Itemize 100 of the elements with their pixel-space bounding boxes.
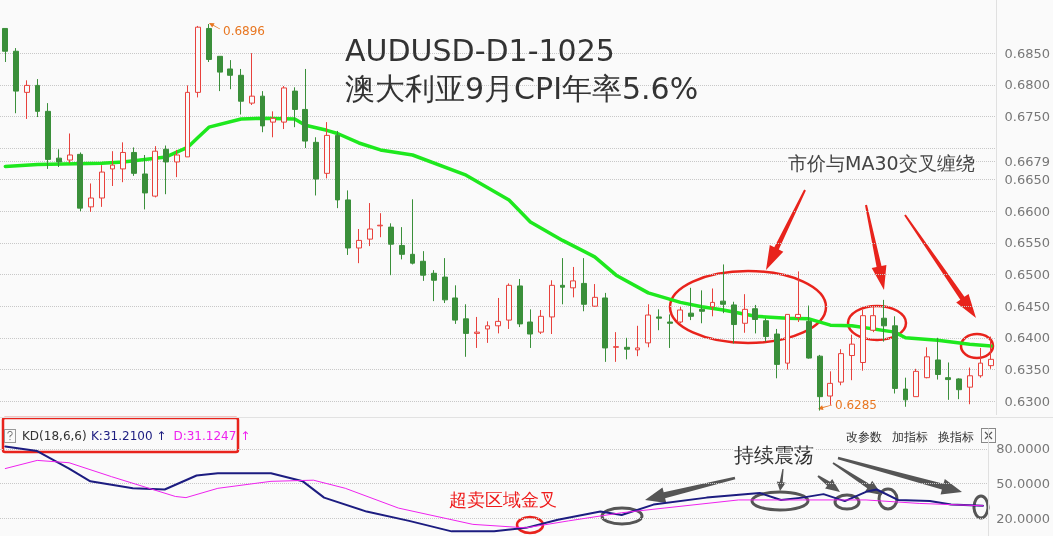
text: K:31.2100 ↑ [91,429,167,443]
candlestick [174,149,180,178]
candlestick [313,136,319,196]
y-tick-label: 0.6500 [1004,267,1051,283]
candlestick [442,257,448,304]
candlestick [774,328,780,379]
candlestick [485,320,490,344]
legend-title: KD(18,6,6) [22,429,87,443]
candlestick [752,304,758,334]
candlestick [120,141,126,183]
y-tick-label: 0.6350 [1004,361,1051,377]
y-tick-label: 0.6550 [1004,235,1051,251]
candlestick [292,86,298,128]
candlestick [67,132,73,164]
candlestick [656,308,662,331]
candlestick [185,84,190,158]
candlestick [956,377,962,400]
candlestick [935,337,941,381]
candlestick [131,146,137,177]
candlestick [495,297,501,334]
y-tick-label: 0.6300 [1004,393,1051,409]
candlestick [592,283,598,308]
y-tick-label: 0.6750 [1004,108,1051,124]
candlestick [677,306,683,324]
candlestick [506,282,512,330]
candlestick [731,301,737,345]
candlestick [945,361,951,401]
candlestick [399,226,405,260]
candlestick [570,266,576,298]
y-tick-label: 20.0000 [996,511,1051,527]
candlestick [377,212,383,238]
candlestick [742,293,748,334]
candlestick [699,289,705,324]
candlestick [324,121,330,179]
candlestick [549,279,555,335]
candlestick [163,145,169,195]
candlestick [249,52,255,106]
y-tick-label: 0.6600 [1004,203,1051,219]
candlestick [978,347,983,379]
candlestick [142,154,148,210]
candlestick [560,257,565,305]
candlestick [77,151,83,212]
candlestick [206,23,212,63]
candlestick [452,284,458,325]
annotation: 换指标 [938,430,974,444]
candlestick [967,367,973,405]
candlestick [410,198,415,265]
candlestick [785,313,790,370]
candlestick [517,278,523,328]
candlestick [763,317,769,343]
candlestick [613,331,619,363]
candlestick [667,313,673,349]
candlestick [474,316,480,349]
candlestick [35,78,40,118]
candlestick [635,325,640,357]
annotation: 改参数 [846,430,882,444]
text: D:31.1247 ↑ [173,429,251,443]
candlestick [624,337,630,360]
candlestick [270,110,276,138]
candlestick [195,25,201,98]
candlestick [827,370,833,406]
candlestick [420,250,426,282]
candlestick [56,148,62,168]
candlestick [335,130,340,209]
candlestick [903,377,908,408]
candlestick [527,308,533,349]
candlestick [217,55,223,92]
candlestick [152,145,158,198]
candlestick [302,68,308,149]
annotation: 0.6285 [835,398,877,412]
candlestick [688,287,694,321]
candlestick [581,257,587,312]
annotation: 市价与MA30交叉缠绕 [788,151,975,174]
y-tick-label: 50.0000 [996,476,1051,492]
candlestick [806,305,812,360]
candlestick [892,315,898,394]
candlestick [710,287,715,317]
text: AUDUSD-D1-1025 [345,32,615,68]
y-tick-label: 0.6450 [1004,298,1051,314]
y-tick-label: 0.6650 [1004,172,1051,188]
candlestick [2,27,8,63]
candlestick [431,269,437,302]
candlestick [645,303,651,348]
candlestick [602,292,608,363]
candlestick [849,334,855,381]
candlestick [817,354,823,412]
annotation: 加指标 [892,430,928,444]
y-tick-label: 80.0000 [996,441,1051,457]
y-tick-label: 0.6800 [1004,77,1051,93]
candlestick [463,303,469,358]
candlestick [924,346,930,379]
candlestick [367,202,373,247]
candlestick [110,150,115,187]
candlestick [838,348,844,386]
annotation: 0.6896 [223,24,265,38]
y-tick-label: 0.6679 [1004,153,1051,169]
annotation: 持续震荡 [734,443,814,467]
candlestick [345,189,351,256]
candlestick [356,228,362,264]
candlestick [24,79,30,120]
